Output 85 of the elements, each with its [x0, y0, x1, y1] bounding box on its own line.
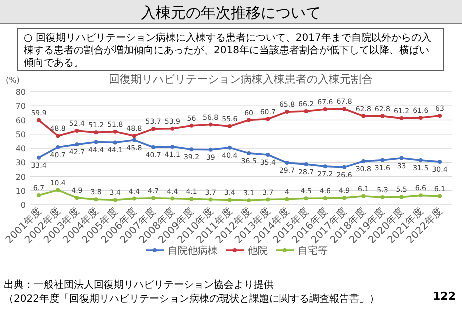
point	[152, 146, 156, 150]
point	[37, 194, 41, 198]
point	[438, 194, 442, 198]
point	[56, 134, 60, 138]
point	[190, 124, 194, 128]
y-tick-label: 30	[16, 158, 26, 168]
point	[152, 127, 156, 132]
point	[56, 146, 60, 150]
point	[247, 118, 252, 122]
point	[208, 198, 213, 202]
point	[400, 195, 404, 200]
point	[208, 148, 213, 152]
point	[418, 194, 423, 198]
y-axis-title: (%)	[6, 76, 20, 85]
point	[113, 140, 118, 145]
point	[418, 158, 423, 163]
y-tick-label: 0	[20, 201, 26, 210]
y-tick-label: 70	[16, 102, 26, 112]
point	[170, 144, 175, 149]
point	[400, 116, 404, 121]
point	[228, 198, 232, 202]
y-tick-label: 80	[16, 88, 26, 97]
y-tick-label: 40	[16, 144, 26, 154]
point	[94, 130, 98, 135]
y-tick-label: 50	[16, 130, 26, 140]
source-note: 出典：一般社団法人回復期リハビリテーション協会より提供	[4, 279, 274, 291]
point	[285, 197, 290, 202]
point	[342, 196, 347, 200]
point	[113, 198, 118, 202]
point	[323, 108, 328, 112]
point	[380, 114, 385, 118]
point	[190, 148, 194, 152]
point	[75, 196, 80, 200]
point	[190, 197, 194, 202]
point	[285, 110, 290, 114]
y-tick-label: 20	[16, 172, 26, 182]
point	[380, 158, 385, 162]
point	[438, 114, 442, 118]
chart-title: 回復期リハビリテーション病棟入棟患者の入棟元割合	[109, 73, 373, 86]
point	[362, 194, 366, 198]
point	[304, 196, 308, 201]
point	[132, 196, 136, 201]
point	[170, 196, 175, 201]
point	[75, 142, 80, 147]
point	[208, 122, 213, 127]
point	[132, 134, 136, 138]
text: 122	[433, 290, 456, 303]
point	[266, 198, 270, 202]
point	[113, 130, 118, 134]
point	[304, 162, 308, 166]
point	[75, 128, 80, 133]
point	[94, 198, 98, 202]
point	[132, 138, 136, 142]
point	[342, 165, 347, 170]
y-tick-label: 10	[16, 186, 26, 196]
point	[170, 126, 175, 131]
legend-label: 他院	[248, 245, 268, 257]
text: 入棟元の年次推移について	[141, 4, 321, 22]
point	[362, 159, 366, 164]
point	[342, 107, 347, 112]
point	[56, 188, 60, 192]
point	[247, 198, 252, 203]
legend-label: 自宅等	[298, 245, 328, 257]
y-tick-label: 60	[16, 116, 26, 126]
point	[323, 196, 328, 201]
point	[152, 196, 156, 200]
point	[380, 196, 385, 200]
point	[247, 151, 252, 156]
point	[438, 160, 442, 164]
point	[418, 116, 423, 120]
point	[228, 124, 232, 128]
text: （2022年度「回復期リハビリテーション病棟の現状と課題に関する調査報告書」）	[4, 293, 380, 305]
point	[266, 152, 270, 157]
point	[266, 117, 270, 122]
point	[362, 114, 366, 118]
legend-label: 自院他病棟	[168, 245, 218, 257]
point	[323, 164, 328, 169]
point	[304, 109, 308, 114]
point	[285, 161, 290, 166]
text: ○ 回復期リハビリテーション病棟に入棟する患者について、2017年まで自院以外からの入棟する患者の割合が増加傾向にあったが、2018年に当該患者割合が低下して以降、横ばい傾向である。	[24, 32, 432, 69]
point	[37, 156, 41, 160]
point	[37, 118, 41, 122]
point	[228, 146, 232, 150]
point	[400, 156, 404, 160]
point	[94, 140, 98, 144]
